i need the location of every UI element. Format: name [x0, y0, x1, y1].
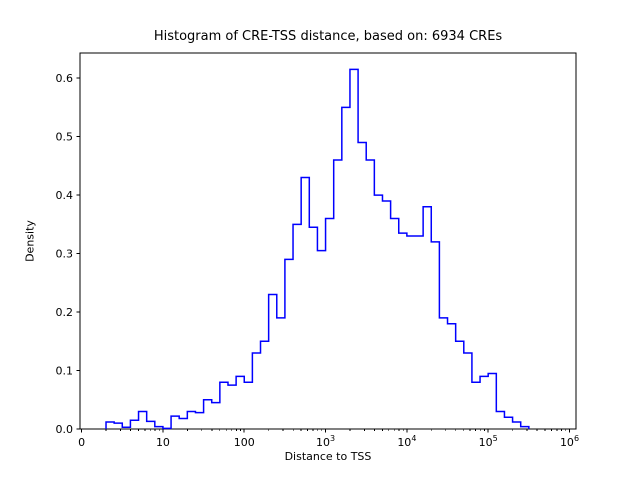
y-tick-label: 0.6 [56, 72, 74, 85]
x-tick-label: 0 [78, 436, 85, 449]
x-axis-ticks: 0 10 100 103 104 105 106 [78, 429, 579, 449]
x-tick-label: 100 [234, 436, 255, 449]
x-tick-label: 103 [316, 434, 335, 449]
x-axis-minor-ticks [105, 429, 567, 431]
x-tick-label: 105 [479, 434, 498, 449]
y-tick-label: 0.3 [56, 248, 74, 261]
y-tick-label: 0.4 [56, 189, 74, 202]
y-tick-label: 0.1 [56, 365, 74, 378]
x-tick-label: 106 [560, 434, 579, 449]
y-tick-label: 0.5 [56, 131, 74, 144]
plot-border [79, 52, 577, 430]
x-tick-label: 104 [397, 434, 416, 449]
chart-title: Histogram of CRE-TSS distance, based on:… [153, 29, 503, 44]
x-tick-label: 10 [156, 436, 170, 449]
y-tick-label: 0.2 [56, 306, 74, 319]
x-axis-label: Distance to TSS [284, 450, 372, 463]
y-tick-label: 0.0 [56, 423, 74, 436]
y-axis-ticks: 0.0 0.1 0.2 0.3 0.4 0.5 0.6 [56, 72, 80, 436]
histogram-step-line [105, 68, 530, 430]
